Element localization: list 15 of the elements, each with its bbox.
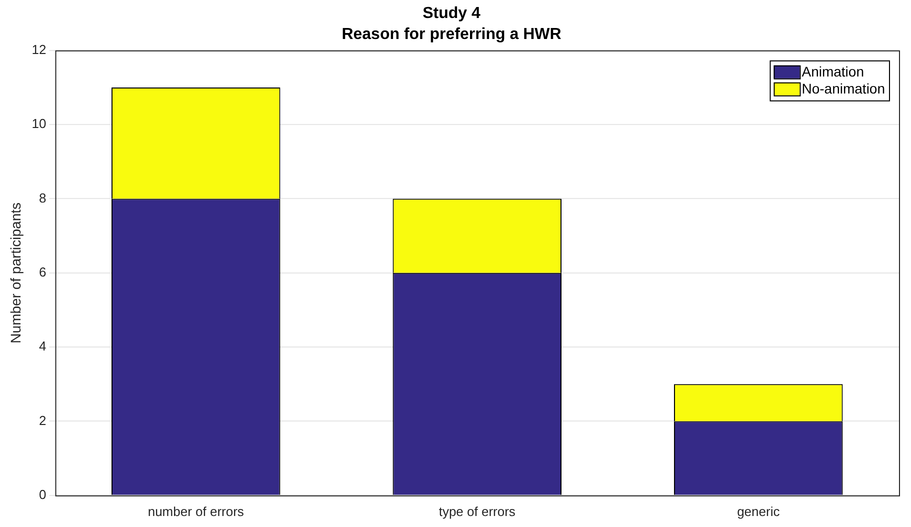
- chart-subtitle: Reason for preferring a HWR: [342, 26, 562, 44]
- y-axis-title: Number of participants: [7, 202, 24, 344]
- y-tick-label: 8: [39, 190, 46, 206]
- legend-label: Animation: [802, 63, 864, 80]
- y-tick-label: 0: [39, 486, 46, 502]
- x-tick-label: generic: [737, 504, 780, 519]
- y-tick-label: 6: [39, 264, 46, 280]
- x-tick-label: number of errors: [148, 504, 244, 519]
- legend-label: No-animation: [802, 80, 886, 96]
- chart-title: Study 4: [422, 5, 480, 22]
- y-tick-label: 4: [39, 338, 46, 354]
- y-tick-label: 10: [32, 116, 46, 132]
- x-tick-label: type of errors: [438, 504, 516, 519]
- y-tick-label: 2: [39, 412, 46, 428]
- y-tick-label: 12: [32, 42, 46, 57]
